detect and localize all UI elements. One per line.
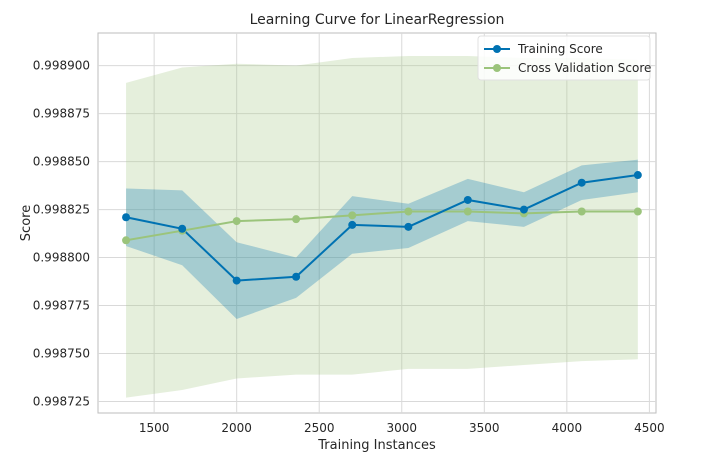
tick-labels: 1500 2000 2500 3000 3500 4000 4500 0.998725 0.99…: [33, 59, 665, 435]
point-cross-validation: [633, 207, 642, 216]
grid-lines: [98, 33, 656, 413]
point-training: [232, 276, 241, 285]
legend-box: [477, 35, 651, 81]
series-lines: [125, 174, 638, 282]
y-tick-label: 0.998875: [33, 107, 90, 121]
x-axis-label: Training Instances: [317, 438, 436, 453]
y-axis-label: Score: [19, 205, 34, 241]
point-cross-validation: [292, 215, 301, 224]
legend-label-cross-validation: Cross Validation Score: [518, 61, 651, 75]
legend-marker-cross-validation: [493, 64, 501, 72]
legend-marker-training: [493, 45, 501, 53]
x-tick-label: 2500: [304, 421, 335, 435]
point-cross-validation: [232, 217, 241, 226]
chart-title: Learning Curve for LinearRegression: [250, 12, 505, 28]
point-cross-validation: [404, 207, 413, 216]
point-cross-validation: [122, 236, 131, 245]
x-tick-label: 1500: [139, 421, 170, 435]
y-tick-label: 0.998725: [33, 394, 90, 408]
line-cross-validation: [125, 210, 638, 242]
point-cross-validation: [577, 207, 586, 216]
legend: Training Score Cross Validation Score: [477, 35, 651, 81]
point-training: [122, 213, 131, 222]
point-training: [404, 222, 413, 231]
point-cross-validation: [463, 207, 472, 216]
y-tick-label: 0.998900: [33, 59, 90, 73]
x-tick-label: 2000: [221, 421, 252, 435]
y-tick-label: 0.998750: [33, 347, 90, 361]
point-training: [519, 205, 528, 214]
y-tick-label: 0.998850: [33, 155, 90, 169]
series-points: [122, 171, 642, 285]
point-training: [577, 178, 586, 187]
x-tick-label: 3000: [386, 421, 417, 435]
plot-area: [97, 32, 657, 414]
y-tick-label: 0.998825: [33, 203, 90, 217]
point-training: [178, 224, 187, 233]
point-training: [292, 272, 301, 281]
point-training: [348, 220, 357, 229]
y-tick-label: 0.998775: [33, 299, 90, 313]
x-tick-label: 4500: [634, 421, 665, 435]
legend-label-training: Training Score: [517, 42, 603, 56]
point-cross-validation: [348, 211, 357, 220]
point-training: [633, 171, 642, 180]
y-tick-label: 0.998800: [33, 251, 90, 265]
line-training: [125, 174, 638, 282]
x-tick-label: 3500: [469, 421, 500, 435]
point-training: [463, 195, 472, 204]
x-tick-label: 4000: [552, 421, 583, 435]
